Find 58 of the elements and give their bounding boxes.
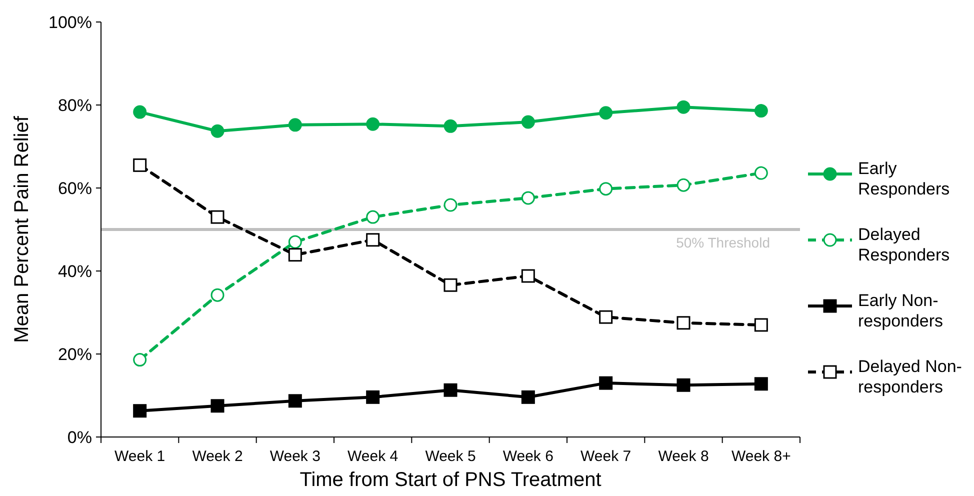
point — [288, 394, 302, 408]
x-tick-label: Week 2 — [192, 448, 243, 465]
point — [599, 310, 613, 324]
x-axis-title: Time from Start of PNS Treatment — [300, 469, 602, 491]
x-tick-label: Week 1 — [114, 448, 166, 465]
x-tick-label: Week 5 — [425, 448, 476, 465]
point — [754, 318, 768, 332]
point — [444, 198, 458, 212]
point — [288, 235, 302, 249]
point — [133, 158, 147, 172]
point — [366, 233, 380, 247]
point — [210, 288, 224, 302]
ref-line-label: 50% Threshold — [676, 234, 770, 250]
point — [521, 390, 535, 404]
y-tick-label: 40% — [58, 262, 92, 281]
y-tick-label: 100% — [48, 12, 92, 32]
point — [754, 166, 768, 180]
y-tick-label: 80% — [58, 96, 92, 115]
x-tick-label: Week 8+ — [731, 448, 792, 465]
legend-label: Early Non-responders — [858, 290, 944, 330]
point — [754, 377, 768, 391]
point — [444, 383, 458, 397]
legend-label: Early Responders — [858, 158, 950, 198]
legend-label: Delayed Responders — [858, 224, 950, 264]
point — [676, 178, 690, 192]
point — [366, 117, 380, 131]
point — [676, 378, 690, 392]
x-tick-label: Week 7 — [580, 448, 632, 465]
point — [133, 353, 147, 367]
y-tick-label: 20% — [58, 344, 92, 364]
point — [444, 119, 458, 133]
legend-label: Delayed Non-responders — [858, 356, 962, 396]
point — [754, 104, 768, 118]
point — [210, 210, 224, 224]
point — [599, 106, 613, 120]
y-tick-label: 60% — [58, 178, 92, 198]
point — [676, 316, 690, 330]
y-axis-title: Mean Percent Pain Relief — [11, 116, 33, 343]
point — [210, 124, 224, 138]
point — [676, 100, 690, 114]
point — [599, 376, 613, 390]
x-tick-label: Week 6 — [502, 448, 554, 465]
x-tick-label: Week 3 — [270, 448, 320, 465]
x-tick-label: Week 8 — [658, 448, 709, 465]
point — [133, 404, 147, 418]
point — [444, 278, 458, 292]
point — [210, 399, 224, 413]
y-tick-label: 0% — [67, 428, 92, 447]
point — [133, 105, 147, 119]
point — [599, 182, 613, 196]
point — [521, 191, 535, 205]
point — [366, 390, 380, 404]
point — [288, 248, 302, 262]
x-tick-label: Week 4 — [348, 448, 398, 465]
point — [521, 269, 535, 283]
point — [521, 115, 535, 129]
point — [366, 210, 380, 224]
point — [288, 118, 302, 132]
